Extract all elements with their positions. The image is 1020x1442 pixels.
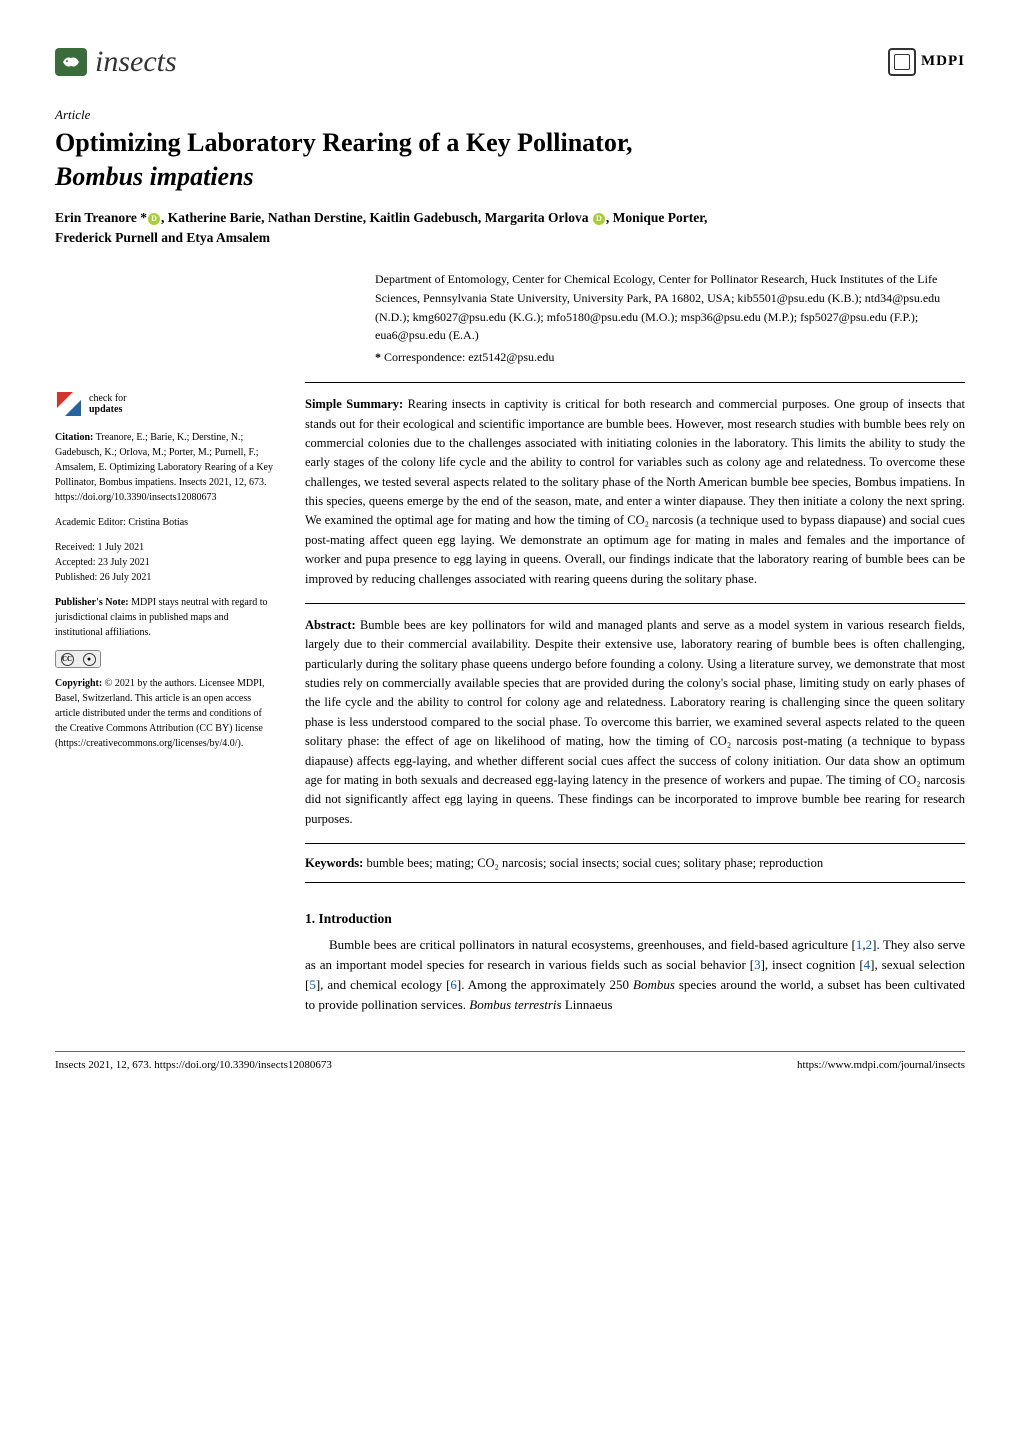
publisher-logo: MDPI <box>888 48 965 76</box>
main-column: Department of Entomology, Center for Che… <box>305 270 965 1015</box>
citation-block: Citation: Treanore, E.; Barie, K.; Derst… <box>55 430 275 505</box>
abstract-block: Abstract: Bumble bees are key pollinator… <box>305 603 965 829</box>
editor-name: Cristina Botías <box>128 517 188 528</box>
title-species: Bombus impatiens <box>55 162 254 191</box>
abstract-text: Bumble bees are key pollinators for wild… <box>305 618 965 826</box>
keywords-text: bumble bees; mating; CO₂ narcosis; socia… <box>366 856 823 870</box>
author-segment: , Monique Porter, <box>606 210 708 225</box>
dates-block: Received: 1 July 2021 Accepted: 23 July … <box>55 540 275 585</box>
check-for-updates[interactable]: check for updates <box>55 390 275 418</box>
simple-summary-text: Rearing insects in captivity is critical… <box>305 397 965 585</box>
editor-block: Academic Editor: Cristina Botías <box>55 515 275 530</box>
abstract-label: Abstract: <box>305 618 356 632</box>
by-icon: ● <box>78 650 100 668</box>
accepted-date: Accepted: 23 July 2021 <box>55 557 150 568</box>
species-name: Bombus <box>633 977 675 992</box>
authors: Erin Treanore * , Katherine Barie, Nathan… <box>55 208 965 249</box>
cc-license-badge[interactable]: CC ● <box>55 650 275 668</box>
citation-label: Citation: <box>55 432 93 443</box>
journal-logo: insects <box>55 40 177 84</box>
intro-paragraph: Bumble bees are critical pollinators in … <box>305 935 965 1016</box>
affiliation: Department of Entomology, Center for Che… <box>305 270 965 344</box>
body-text: Bumble bees are critical pollinators in … <box>329 937 856 952</box>
check-updates-label: check for updates <box>89 393 126 415</box>
keywords-block: Keywords: bumble bees; mating; CO₂ narco… <box>305 843 965 883</box>
correspondence-text: Correspondence: ezt5142@psu.edu <box>384 350 554 364</box>
copyright-label: Copyright: <box>55 678 102 689</box>
title-main: Optimizing Laboratory Rearing of a Key P… <box>55 128 633 157</box>
author-segment: , Katherine Barie, Nathan Derstine, Kait… <box>161 210 592 225</box>
footer-right[interactable]: https://www.mdpi.com/journal/insects <box>797 1058 965 1074</box>
published-date: Published: 26 July 2021 <box>55 572 151 583</box>
pubnote-label: Publisher's Note: <box>55 597 129 608</box>
keywords-label: Keywords: <box>305 856 363 870</box>
footer-left: Insects 2021, 12, 673. https://doi.org/1… <box>55 1058 332 1074</box>
body-text: Linnaeus <box>562 997 613 1012</box>
received-date: Received: 1 July 2021 <box>55 542 144 553</box>
author-segment: Erin Treanore * <box>55 210 147 225</box>
publishers-note: Publisher's Note: MDPI stays neutral wit… <box>55 595 275 640</box>
publisher-name: MDPI <box>921 51 965 73</box>
author-segment: Frederick Purnell and Etya Amsalem <box>55 230 270 245</box>
body-text: ], and chemical ecology [ <box>316 977 451 992</box>
corr-asterisk: * <box>375 350 381 364</box>
article-type: Article <box>55 106 965 125</box>
orcid-icon[interactable] <box>148 213 160 225</box>
journal-name: insects <box>95 40 177 84</box>
copyright-block: Copyright: © 2021 by the authors. Licens… <box>55 676 275 751</box>
editor-label: Academic Editor: <box>55 517 126 528</box>
section-heading: 1. Introduction <box>305 909 965 929</box>
mdpi-icon <box>888 48 916 76</box>
page-header: insects MDPI <box>55 40 965 84</box>
body-text: ]. Among the approximately 250 <box>457 977 633 992</box>
check-updates-icon <box>55 390 83 418</box>
simple-summary-block: Simple Summary: Rearing insects in capti… <box>305 382 965 589</box>
sidebar: check for updates Citation: Treanore, E.… <box>55 270 275 1015</box>
check-for-text: check for <box>89 393 126 404</box>
article-title: Optimizing Laboratory Rearing of a Key P… <box>55 126 965 194</box>
body-text: ], insect cognition [ <box>761 957 864 972</box>
insects-icon <box>55 48 87 76</box>
correspondence: * Correspondence: ezt5142@psu.edu <box>305 349 965 366</box>
updates-text: updates <box>89 404 122 415</box>
cc-icon: CC <box>56 650 78 668</box>
orcid-icon[interactable] <box>593 213 605 225</box>
simple-summary-label: Simple Summary: <box>305 397 403 411</box>
page-footer: Insects 2021, 12, 673. https://doi.org/1… <box>55 1051 965 1074</box>
species-name: Bombus terrestris <box>469 997 561 1012</box>
